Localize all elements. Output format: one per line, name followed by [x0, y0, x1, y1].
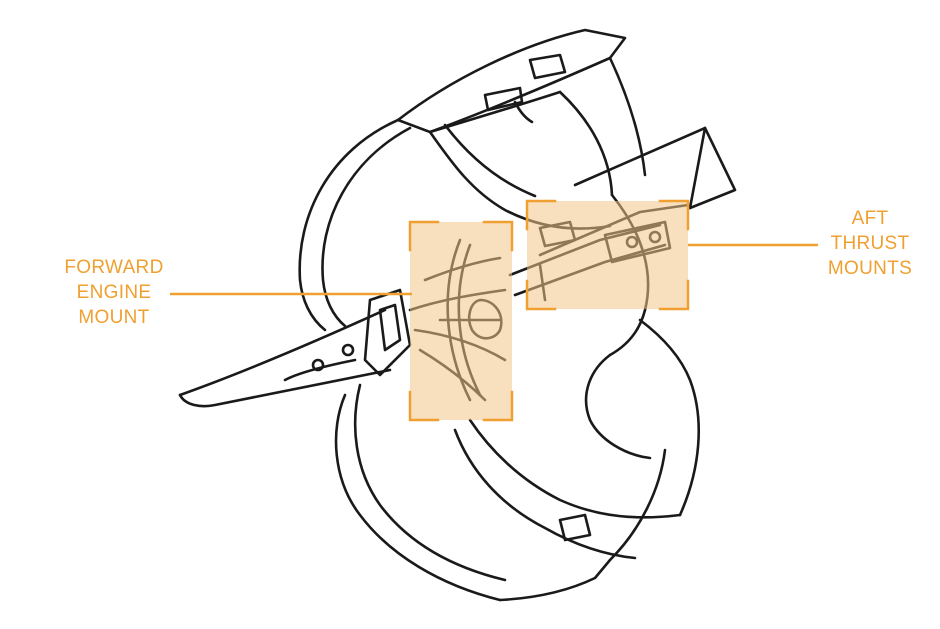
cone-bolt-2	[341, 343, 355, 357]
aft-label-line-2: THRUST	[830, 233, 910, 254]
highlight-brackets	[408, 199, 690, 422]
upper-cowl-inner-rim	[428, 90, 562, 134]
forward-engine-mount-label: FORWARD ENGINE MOUNT	[44, 255, 184, 330]
lower-cowl-inner-2	[453, 428, 637, 560]
upper-latch-block-2	[483, 86, 524, 112]
highlight-regions	[410, 201, 688, 420]
upper-right-face	[558, 90, 614, 197]
cone-bolt-1	[311, 358, 325, 372]
upper-cowl-outer	[298, 118, 400, 332]
forward-bracket-br	[482, 390, 514, 422]
aft-bracket-br	[658, 279, 690, 311]
upper-latch-block	[528, 53, 567, 80]
lower-latch	[558, 513, 592, 542]
forward-mount-highlight	[410, 222, 512, 420]
upper-cowl-outer-2	[321, 126, 412, 328]
forward-bracket-bl	[408, 390, 440, 422]
forward-cone-top	[178, 308, 387, 397]
aft-bracket-bl	[525, 279, 557, 311]
forward-cone-bottom	[178, 368, 392, 408]
forward-bracket-tr	[482, 220, 514, 252]
forward-bracket-2	[378, 303, 402, 352]
forward-label-line-1: FORWARD	[64, 257, 164, 278]
lower-cowl-bottom	[498, 558, 612, 602]
aft-bracket-tr	[658, 199, 690, 231]
forward-label-line-3: MOUNT	[78, 307, 150, 328]
leader-lines	[170, 243, 818, 296]
lower-cowl-outer-2	[353, 383, 507, 582]
forward-bracket	[363, 288, 412, 377]
forward-label-line-2: ENGINE	[76, 282, 152, 303]
upper-cowl-top	[396, 28, 627, 134]
lower-cowl-outer	[334, 393, 502, 602]
upper-inner-sweep-2	[443, 123, 537, 198]
lower-cowl-right	[638, 318, 700, 517]
forward-bracket-tl	[408, 220, 440, 252]
aft-bracket-tl	[525, 199, 557, 231]
pylon-face	[688, 126, 707, 210]
upper-right-edge	[608, 56, 647, 177]
aft-mount-highlight	[527, 201, 688, 309]
pylon-top	[573, 126, 737, 210]
lower-cowl-right-2	[608, 448, 667, 562]
mid-shell-curve	[584, 353, 652, 460]
upper-strut	[513, 100, 534, 124]
aft-thrust-mounts-label: AFT THRUST MOUNTS	[812, 206, 928, 281]
aft-label-line-3: MOUNTS	[827, 258, 913, 279]
aft-label-line-1: AFT	[851, 208, 889, 229]
